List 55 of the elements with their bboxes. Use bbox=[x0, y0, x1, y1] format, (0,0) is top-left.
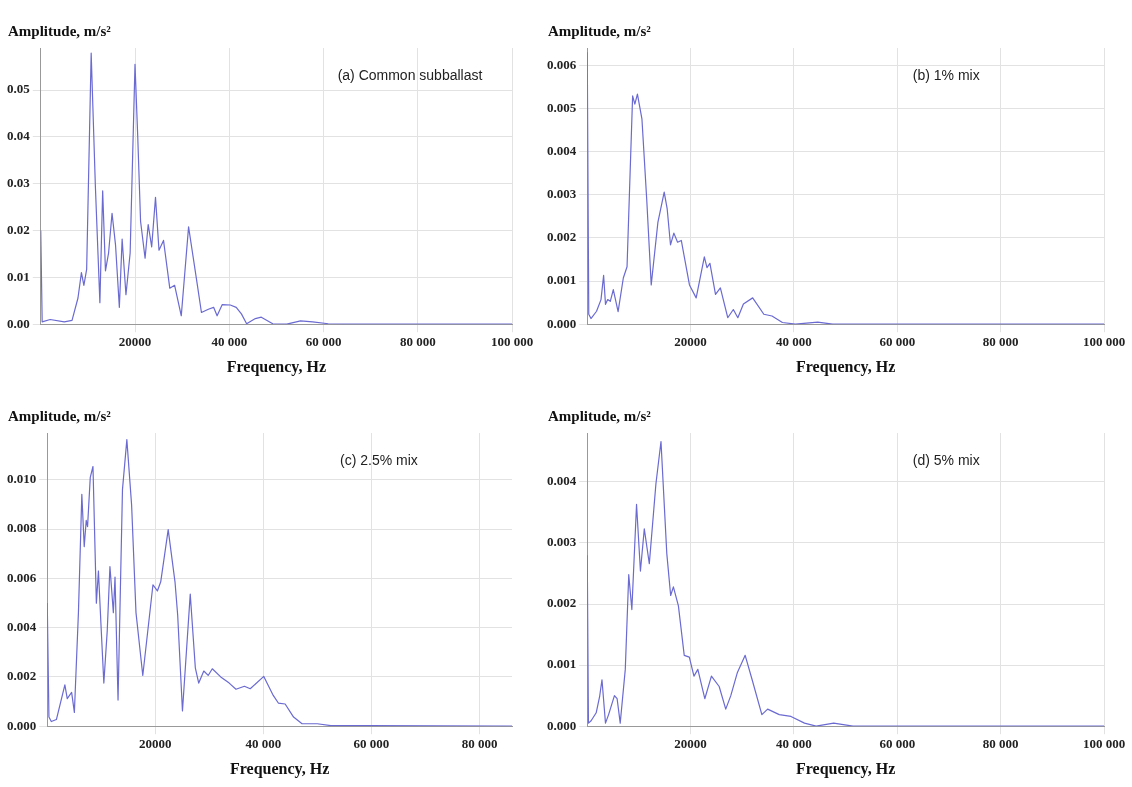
x-tick-label: 100 000 bbox=[1082, 334, 1126, 350]
y-axis-title: Amplitude, m/s² bbox=[548, 408, 652, 425]
x-tick-label: 80 000 bbox=[982, 736, 1019, 752]
x-tick-label: 100 000 bbox=[490, 334, 534, 350]
y-tick-label: 0.04 bbox=[7, 128, 31, 144]
y-tick-label: 0.003 bbox=[547, 534, 577, 550]
y-axis-title: Amplitude, m/s² bbox=[8, 23, 112, 40]
x-tick-label: 20000 bbox=[118, 334, 152, 350]
y-tick-label: 0.010 bbox=[7, 471, 37, 487]
x-axis-title: Frequency, Hz bbox=[796, 759, 896, 778]
y-tick-label: 0.004 bbox=[7, 619, 37, 634]
y-tick-label: 0.01 bbox=[7, 268, 30, 284]
x-tick-label: 80 000 bbox=[399, 334, 436, 350]
y-tick-label: 0.000 bbox=[547, 717, 577, 733]
y-axis-title: Amplitude, m/s² bbox=[8, 408, 112, 425]
y-tick-label: 0.006 bbox=[7, 569, 37, 585]
x-tick-label: 60 000 bbox=[353, 736, 390, 752]
annotation: (b) 1% mix bbox=[912, 66, 980, 83]
x-tick-label: 40 000 bbox=[776, 736, 812, 752]
y-tick-label: 0.000 bbox=[7, 717, 37, 733]
x-axis-title: Frequency, Hz bbox=[230, 759, 330, 778]
y-axis-title: Amplitude, m/s² bbox=[548, 23, 652, 40]
y-tick-label: 0.004 bbox=[547, 142, 577, 158]
annotation: (c) 2.5% mix bbox=[340, 451, 418, 468]
x-tick-label: 60 000 bbox=[879, 334, 916, 350]
y-tick-label: 0.001 bbox=[547, 656, 577, 672]
x-tick-label: 80 000 bbox=[461, 736, 498, 752]
x-tick-label: 20000 bbox=[674, 334, 707, 350]
y-tick-label: 0.004 bbox=[547, 473, 577, 489]
x-tick-label: 20000 bbox=[674, 736, 707, 752]
y-tick-label: 0.005 bbox=[547, 99, 577, 115]
x-tick-label: 60 000 bbox=[879, 736, 916, 752]
x-axis-title: Frequency, Hz bbox=[796, 357, 896, 376]
y-tick-label: 0.000 bbox=[547, 315, 577, 331]
x-tick-label: 80 000 bbox=[982, 334, 1019, 350]
annotation: (a) Common subballast bbox=[337, 66, 483, 83]
y-tick-label: 0.05 bbox=[7, 81, 31, 97]
annotation: (d) 5% mix bbox=[912, 451, 980, 468]
y-tick-label: 0.002 bbox=[7, 668, 37, 684]
x-tick-label: 100 000 bbox=[1082, 736, 1126, 752]
y-tick-label: 0.002 bbox=[547, 595, 577, 611]
x-tick-label: 20000 bbox=[139, 736, 172, 752]
y-tick-label: 0.03 bbox=[7, 175, 31, 191]
y-tick-label: 0.002 bbox=[547, 229, 577, 245]
y-tick-label: 0.001 bbox=[547, 272, 577, 288]
x-tick-label: 40 000 bbox=[211, 334, 248, 350]
y-tick-label: 0.00 bbox=[7, 315, 30, 331]
y-tick-label: 0.003 bbox=[547, 186, 577, 202]
x-tick-label: 40 000 bbox=[776, 334, 812, 350]
y-tick-label: 0.006 bbox=[547, 56, 577, 72]
x-tick-label: 60 000 bbox=[305, 334, 342, 350]
y-tick-label: 0.02 bbox=[7, 221, 30, 237]
x-axis-title: Frequency, Hz bbox=[226, 357, 326, 376]
y-tick-label: 0.008 bbox=[7, 520, 37, 536]
x-tick-label: 40 000 bbox=[245, 736, 282, 752]
